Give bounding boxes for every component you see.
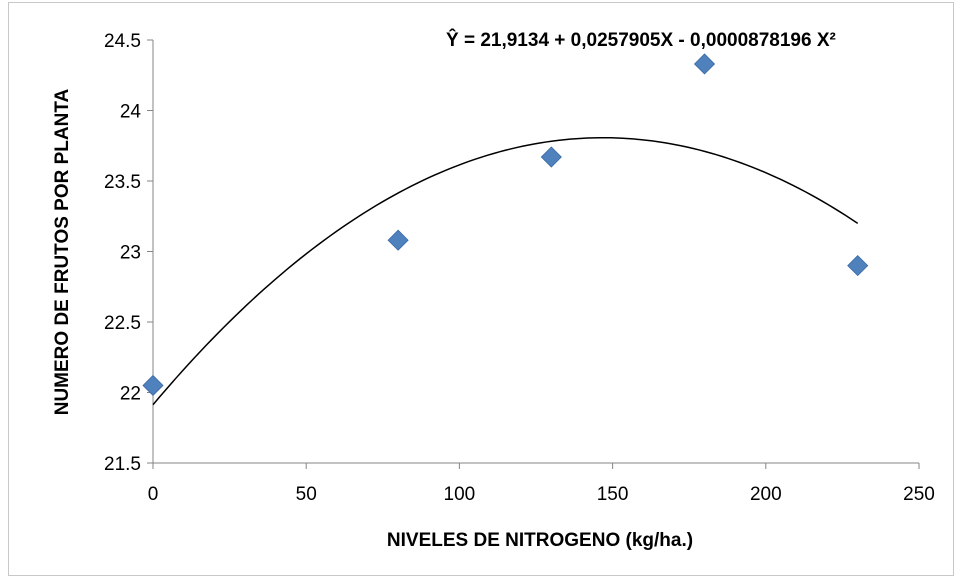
x-tick-label: 0	[148, 484, 159, 505]
x-tick-label: 100	[444, 484, 476, 505]
y-tick-label: 24	[120, 102, 142, 123]
trendline-group	[152, 136, 859, 406]
trendline	[152, 136, 859, 406]
regression-equation: Ŷ = 21,9134 + 0,0257905X - 0,0000878196 …	[446, 29, 836, 51]
data-point-diamond	[387, 229, 409, 251]
data-point-diamond	[847, 255, 869, 277]
y-tick-label: 21.5	[104, 454, 141, 475]
x-tick-label: 150	[597, 484, 629, 505]
x-tick-label: 250	[903, 484, 935, 505]
y-tick-label: 22	[120, 384, 141, 405]
y-tick-label: 22.5	[104, 313, 141, 334]
x-tick-label: 50	[296, 484, 317, 505]
y-tick-label: 24.5	[104, 31, 141, 52]
tick-labels: 21.5 22 22.5 23 23.5 24 24.5 0 50 100 150 200 250	[104, 31, 935, 505]
data-points	[142, 53, 869, 397]
data-point-diamond	[693, 53, 716, 75]
data-point-diamond	[142, 374, 164, 397]
chart-frame	[8, 2, 954, 576]
y-tick-label: 23	[120, 243, 141, 264]
axes	[147, 39, 920, 469]
x-tick-label: 200	[750, 484, 782, 505]
y-axis-title: NUMERO DE FRUTOS POR PLANTA	[52, 88, 73, 415]
data-point-diamond	[540, 146, 562, 168]
x-axis-title: NIVELES DE NITROGENO (kg/ha.)	[387, 530, 693, 551]
y-tick-label: 23.5	[104, 172, 141, 193]
